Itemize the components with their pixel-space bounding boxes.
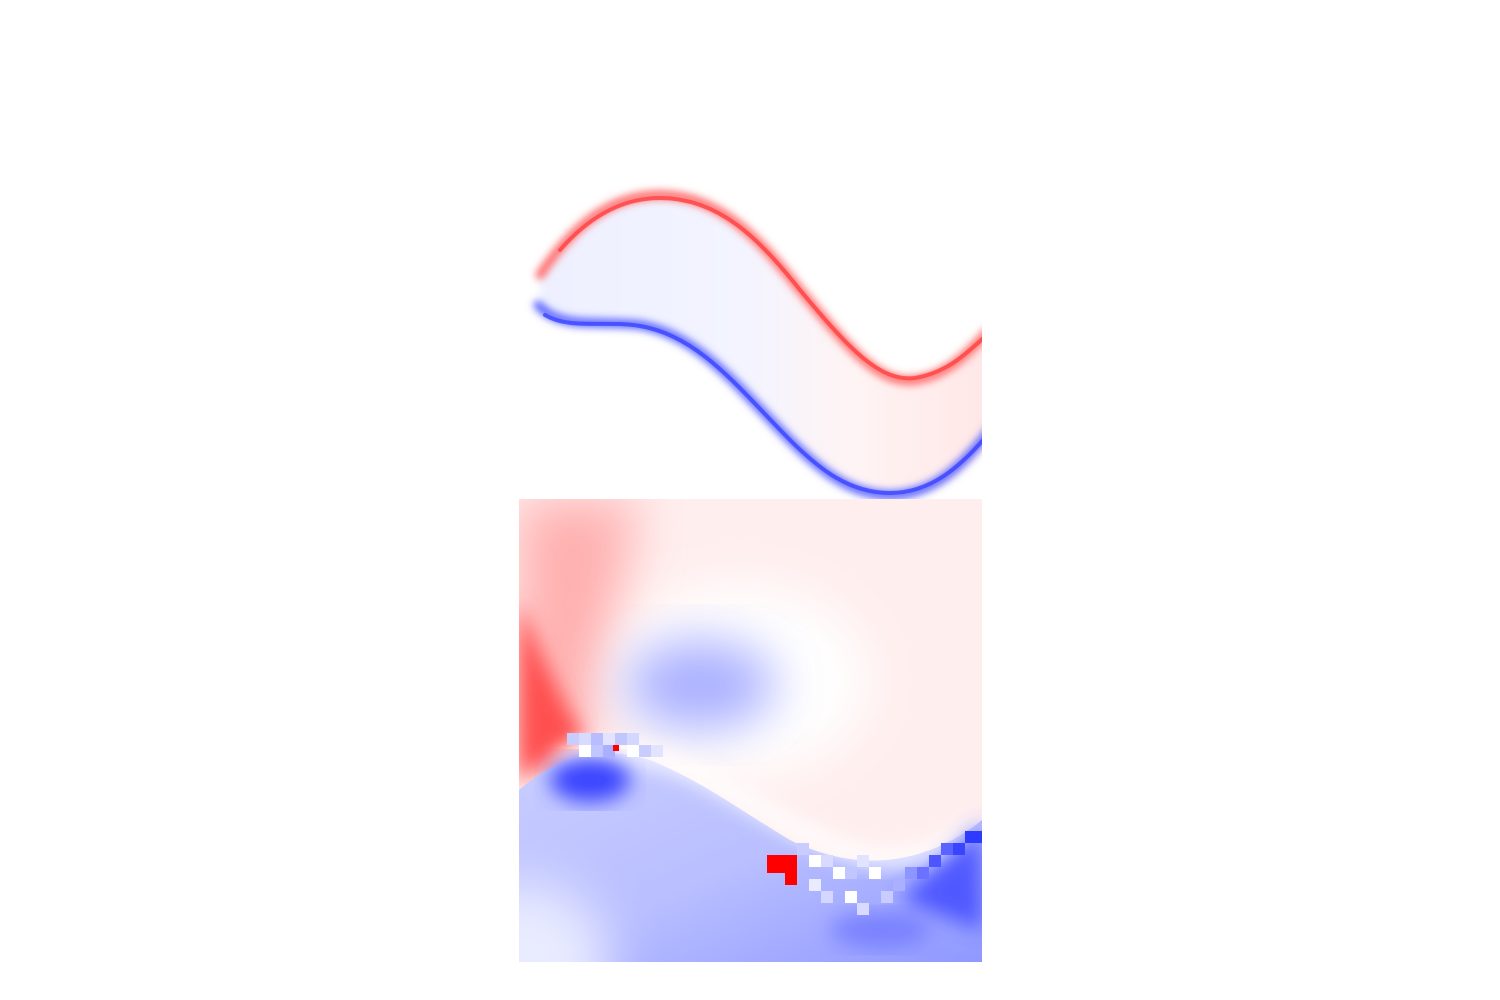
bottom-heatmap-panel [519,499,982,962]
red-edge-core [558,195,982,381]
band-interior [540,195,982,495]
blue-edge-core [543,313,982,496]
vortex-core [625,640,775,730]
blue-lower-right [830,912,930,948]
pale-corner [519,882,609,962]
blue-blob [550,758,630,802]
pixel-artifacts-right [767,831,982,915]
top-heatmap-panel [533,190,982,500]
pixel-artifacts-left [567,733,663,757]
